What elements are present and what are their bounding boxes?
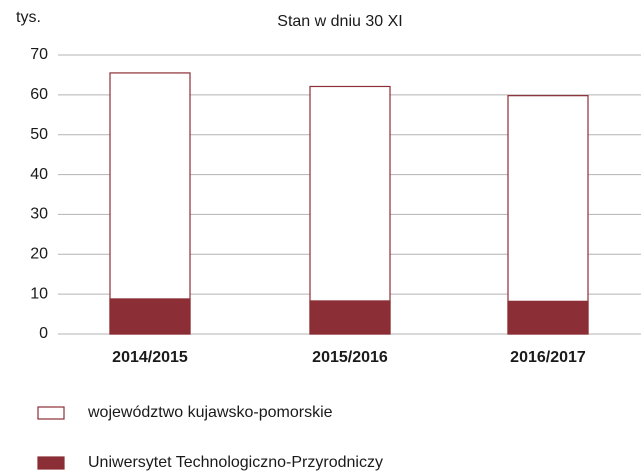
bar <box>507 95 589 335</box>
legend-label: Uniwersytet Technologiczno-Przyrodniczy <box>88 454 383 471</box>
bar <box>309 85 391 335</box>
legend-label: województwo kujawsko-pomorskie <box>87 404 333 421</box>
legend-swatch <box>37 406 65 420</box>
bar <box>109 298 191 335</box>
x-tick-label: 2015/2016 <box>312 349 388 366</box>
y-tick-label: 50 <box>30 126 48 143</box>
legend-swatch <box>37 456 65 470</box>
y-axis-label: tys. <box>16 9 41 26</box>
chart-subtitle: Stan w dniu 30 XI <box>277 13 402 30</box>
y-tick-label: 10 <box>30 285 48 302</box>
bar <box>507 300 589 335</box>
y-tick-label: 20 <box>30 246 48 263</box>
x-tick-label: 2016/2017 <box>510 349 586 366</box>
y-tick-label: 0 <box>39 325 48 342</box>
y-tick-label: 60 <box>30 86 48 103</box>
y-tick-label: 30 <box>30 206 48 223</box>
y-tick-label: 70 <box>30 46 48 63</box>
bar <box>109 72 191 335</box>
y-tick-label: 40 <box>30 166 48 183</box>
bar <box>309 300 391 335</box>
x-tick-label: 2014/2015 <box>112 349 188 366</box>
